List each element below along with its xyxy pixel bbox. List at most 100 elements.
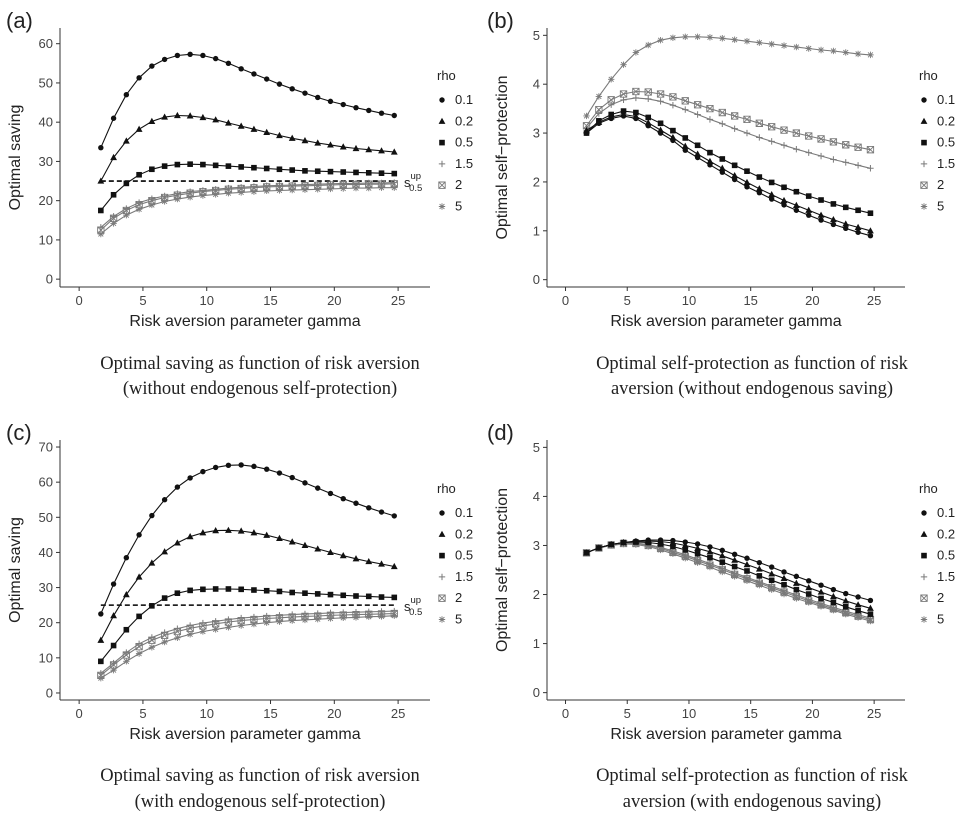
legend-marker	[439, 139, 445, 146]
data-point	[583, 550, 590, 556]
series-2	[97, 609, 398, 680]
data-point	[842, 159, 849, 166]
y-tick-label: 30	[39, 154, 53, 169]
data-point	[148, 634, 156, 641]
legend-marker	[438, 594, 446, 602]
data-point	[645, 95, 652, 103]
legend-marker	[920, 160, 928, 168]
legend-label: 1.5	[937, 156, 955, 171]
data-point	[854, 162, 862, 169]
legend-label: 0.2	[937, 526, 955, 541]
legend-label: 0.1	[937, 505, 955, 520]
data-point	[842, 603, 849, 610]
data-point	[135, 650, 143, 657]
data-point	[314, 186, 321, 193]
legend-label: 0.5	[455, 548, 473, 563]
y-axis-title: Optimal saving	[7, 517, 24, 623]
data-point	[817, 135, 825, 143]
legend-label: 0.5	[937, 548, 955, 563]
data-point	[670, 537, 676, 544]
data-point	[768, 196, 775, 202]
data-point	[122, 137, 130, 144]
data-point	[830, 156, 837, 163]
data-point	[251, 164, 257, 171]
x-tick-label: 5	[139, 293, 146, 308]
y-tick-label: 1	[533, 223, 540, 238]
data-point	[731, 171, 739, 179]
data-point	[149, 512, 155, 519]
data-point	[225, 60, 232, 67]
data-point	[110, 213, 117, 220]
data-point	[378, 110, 385, 116]
data-point	[670, 543, 676, 550]
data-point	[743, 178, 751, 186]
legend-title: rho	[919, 481, 938, 496]
data-point	[391, 170, 398, 177]
data-point	[250, 620, 258, 628]
series-line-2	[100, 183, 395, 231]
x-tick-label: 20	[805, 293, 819, 308]
data-point	[806, 212, 812, 218]
reference-label-sup: up	[411, 171, 422, 182]
series-0.5	[98, 586, 398, 665]
data-point	[110, 659, 117, 667]
legend-marker	[438, 117, 446, 124]
data-point	[212, 586, 219, 592]
data-point	[366, 107, 372, 114]
data-point	[657, 130, 664, 136]
data-point	[199, 187, 207, 194]
data-point	[136, 75, 142, 81]
data-point	[136, 171, 142, 178]
data-point	[276, 182, 283, 189]
data-point	[289, 186, 296, 194]
data-point	[187, 161, 193, 167]
data-point	[855, 229, 861, 235]
data-point	[756, 189, 763, 196]
data-point	[173, 539, 181, 546]
series-0.2	[97, 111, 398, 184]
data-point	[378, 613, 385, 620]
caption-line: Optimal self-protection as function of r…	[596, 354, 909, 374]
legend-label: 2	[455, 177, 462, 192]
data-point	[97, 177, 105, 184]
legend-label: 0.1	[455, 505, 473, 520]
data-point	[174, 161, 181, 168]
data-point	[225, 526, 232, 533]
data-point	[238, 66, 244, 72]
legend-label: 0.1	[455, 92, 473, 107]
panel-label: (a)	[6, 8, 33, 33]
x-tick-label: 5	[624, 706, 631, 721]
series-0.1	[583, 113, 874, 239]
data-point	[237, 189, 245, 196]
y-tick-label: 0	[533, 272, 540, 287]
y-tick-label: 10	[39, 650, 53, 665]
y-tick-label: 20	[39, 615, 53, 630]
data-point	[212, 464, 219, 471]
data-point	[805, 149, 812, 156]
legend-marker	[921, 510, 927, 516]
data-point	[276, 534, 283, 541]
data-point	[161, 629, 168, 636]
data-point	[391, 179, 398, 186]
x-axis-title: Risk aversion parameter gamma	[129, 313, 360, 330]
y-axis-title: Optimal saving	[7, 105, 24, 211]
data-point	[378, 509, 385, 515]
y-tick-label: 40	[39, 545, 53, 560]
data-point	[805, 193, 812, 199]
data-point	[731, 36, 738, 43]
data-point	[378, 594, 385, 600]
data-point	[98, 144, 104, 151]
data-point	[327, 168, 334, 175]
data-point	[365, 608, 372, 616]
data-point	[781, 184, 787, 191]
data-point	[136, 532, 142, 538]
data-point	[161, 56, 168, 63]
x-tick-label: 20	[327, 293, 341, 308]
data-point	[867, 597, 874, 604]
data-point	[731, 573, 738, 580]
data-point	[867, 210, 874, 217]
data-point	[365, 146, 373, 153]
data-point	[583, 112, 590, 120]
data-point	[339, 143, 347, 150]
data-point	[682, 33, 689, 40]
